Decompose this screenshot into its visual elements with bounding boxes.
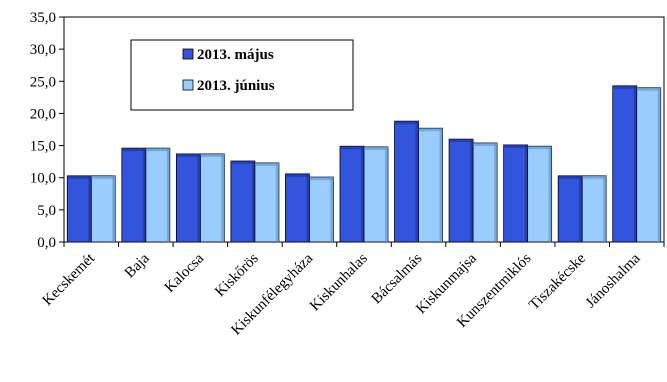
bar-shade [166, 148, 170, 242]
bar-shade [579, 175, 583, 242]
legend-label: 2013. június [197, 78, 275, 94]
bar-top-shade [285, 173, 310, 177]
bar-shade [306, 173, 310, 242]
bar-top-shade [503, 144, 528, 148]
bar [557, 175, 583, 243]
bar-shade [385, 146, 388, 242]
bar [418, 127, 443, 243]
bar-shade [439, 128, 443, 242]
bar [339, 145, 365, 243]
bar-shade [633, 85, 637, 243]
x-category-label: Kiskőrös [212, 250, 262, 300]
bar-shade [221, 153, 225, 242]
x-category-label: Tiszakécske [526, 250, 589, 313]
bar-top-shade [394, 121, 419, 125]
bar-top-shade [364, 146, 388, 150]
bar-top-shade [340, 146, 364, 150]
bar-top-shade [449, 139, 474, 143]
bar-top-shade [200, 153, 225, 157]
legend: 2013. május 2013. június [130, 39, 354, 111]
bar [199, 153, 225, 243]
x-category-label: Bácsalmás [369, 250, 426, 307]
bar-top-shade [582, 175, 607, 179]
y-tick-label: 30,0 [30, 42, 56, 58]
bar-top-shade [636, 87, 661, 91]
legend-swatch [182, 48, 194, 60]
bar [285, 173, 310, 243]
bar [472, 142, 498, 243]
bar-shade [197, 153, 201, 242]
bar-shade [142, 148, 146, 242]
bar-top-shade [612, 85, 637, 89]
bar [394, 120, 419, 243]
bar-shade [548, 146, 552, 242]
bar-top-shade [121, 148, 146, 152]
bar-shade [361, 146, 364, 242]
bar [309, 176, 334, 243]
bar [527, 145, 553, 243]
y-axis-ticks: 0,0 5,0 10,0 15,0 20,0 25,0 30,0 35,0 [30, 10, 64, 251]
bar [503, 144, 529, 243]
y-tick-label: 5,0 [37, 203, 56, 219]
bar-top-shade [558, 175, 583, 179]
bar-top-shade [145, 148, 170, 152]
bar-top-shade [418, 128, 443, 132]
bar-shade [415, 121, 419, 242]
x-category-label: Kecskemét [40, 250, 99, 309]
bar-top-shade [473, 143, 498, 146]
bar-top-shade [527, 146, 552, 150]
bar [581, 175, 607, 243]
y-tick-label: 20,0 [30, 106, 56, 122]
bars [66, 85, 662, 243]
bar [363, 146, 389, 243]
bar-shade [470, 139, 474, 242]
bar [254, 162, 280, 243]
bar-shade [524, 144, 528, 242]
bar [121, 147, 147, 243]
bar-top-shade [309, 177, 334, 181]
bar-top-shade [176, 153, 201, 157]
y-tick-label: 10,0 [30, 171, 56, 187]
bar-shade [275, 162, 279, 242]
legend-label: 2013. május [197, 47, 274, 63]
bar-shade [112, 175, 116, 242]
bar [612, 85, 638, 243]
bar-shade [494, 143, 498, 242]
bar [90, 175, 116, 243]
x-category-label: Baja [122, 250, 153, 281]
bar-top-shade [254, 162, 279, 166]
legend-box [130, 39, 354, 111]
y-tick-label: 15,0 [30, 139, 56, 155]
bar [66, 175, 92, 243]
x-category-label: Kiskunhalas [307, 250, 371, 314]
y-tick-label: 0,0 [37, 235, 56, 251]
bar [448, 138, 474, 243]
y-tick-label: 25,0 [30, 74, 56, 90]
bar-top-shade [91, 175, 116, 179]
bar-shade [251, 161, 255, 242]
legend-swatch [182, 79, 194, 91]
x-category-label: Kalocsa [162, 250, 208, 296]
bar-shade [603, 175, 607, 242]
bar-top-shade [67, 175, 92, 179]
bar [636, 87, 662, 243]
bar-shade [330, 177, 334, 242]
bar-top-shade [230, 161, 255, 164]
bar [230, 160, 256, 243]
bar-shade [88, 175, 92, 242]
bar-shade [657, 87, 661, 242]
bar [145, 147, 171, 243]
x-category-label: Jánoshalma [583, 250, 644, 311]
y-tick-label: 35,0 [30, 10, 56, 26]
x-axis-labels: Kecskemét Baja Kalocsa KiskőrösKiskunfélegy… [40, 242, 665, 338]
bar [175, 153, 201, 243]
